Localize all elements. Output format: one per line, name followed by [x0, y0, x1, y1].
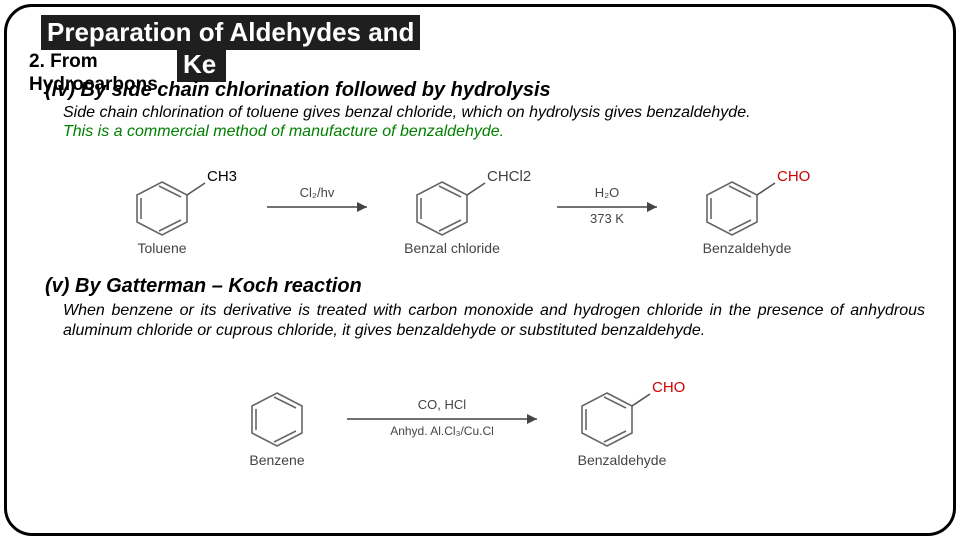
- benzal-chloride-structure: CHCl2 Benzal chloride: [404, 168, 531, 256]
- slide-title-line2: Ke: [177, 49, 226, 82]
- toluene-structure: CH3 Toluene: [137, 168, 237, 256]
- arrow2-top: H₂O: [595, 185, 620, 200]
- reaction-scheme-1: CH3 Toluene Cl₂/hv CHCl2 Benzal chloride…: [107, 147, 847, 257]
- toluene-substituent: CH3: [207, 168, 237, 185]
- source-label-line1: 2. From: [29, 51, 98, 73]
- arrow3-bottom: Anhyd. Al.Cl₃/Cu.Cl: [390, 424, 494, 438]
- section-iv-body-line2: This is a commercial method of manufactu…: [63, 123, 933, 141]
- benzaldehyde2-label: Benzaldehyde: [578, 452, 667, 468]
- section-v-heading: (v) By Gatterman – Koch reaction: [45, 275, 362, 298]
- benzaldehyde-structure-2: CHO Benzaldehyde: [578, 379, 686, 468]
- benzene-label: Benzene: [249, 452, 304, 468]
- benzene-structure: Benzene: [249, 393, 304, 468]
- benzaldehyde-structure-1: CHO Benzaldehyde: [703, 168, 811, 256]
- benzaldehyde1-label: Benzaldehyde: [703, 240, 792, 256]
- arrow3-top: CO, HCl: [418, 397, 467, 412]
- arrow-2: H₂O 373 K: [557, 185, 657, 226]
- arrow-1: Cl₂/hv: [267, 185, 367, 212]
- section-v-body: When benzene or its derivative is treate…: [63, 301, 925, 341]
- section-iv-heading: (iv) By side chain chlorination followed…: [45, 79, 551, 102]
- benzal-substituent: CHCl2: [487, 168, 531, 185]
- slide-frame: Preparation of Aldehydes and Ke 2. From …: [4, 4, 956, 536]
- slide-title-line1: Preparation of Aldehydes and: [41, 15, 420, 50]
- arrow2-bottom: 373 K: [590, 211, 624, 226]
- section-iv-body-line1: Side chain chlorination of toluene gives…: [63, 104, 933, 122]
- reaction-scheme-2: Benzene CO, HCl Anhyd. Al.Cl₃/Cu.Cl CHO …: [207, 365, 747, 475]
- benzaldehyde1-substituent: CHO: [777, 168, 810, 185]
- arrow-3: CO, HCl Anhyd. Al.Cl₃/Cu.Cl: [347, 397, 537, 438]
- benzal-label: Benzal chloride: [404, 240, 500, 256]
- toluene-label: Toluene: [137, 240, 186, 256]
- benzaldehyde2-substituent: CHO: [652, 379, 685, 396]
- arrow1-top: Cl₂/hv: [300, 185, 335, 200]
